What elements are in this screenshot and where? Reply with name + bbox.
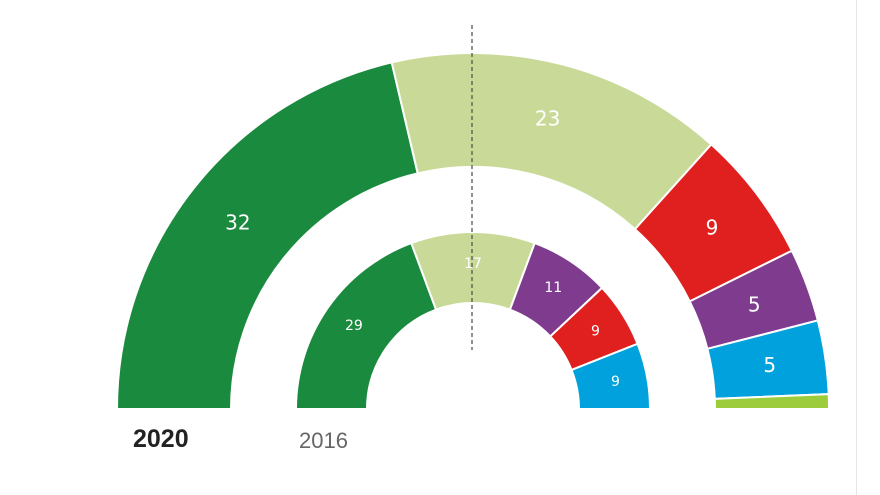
seat-label-2020-0: 32 [225, 211, 250, 235]
seat-segment-2016-0 [294, 241, 438, 410]
seat-label-2016-2: 11 [544, 280, 562, 296]
page-divider [856, 0, 857, 495]
seat-label-2020-4: 5 [763, 353, 776, 377]
seat-label-2016-1: 17 [464, 256, 482, 272]
seat-segment-2020-5 [713, 393, 831, 410]
year-label-2016: 2016 [299, 428, 348, 453]
year-label-2020: 2020 [133, 425, 189, 453]
seat-label-2020-3: 5 [748, 292, 761, 316]
seat-segment-2020-0 [115, 61, 419, 410]
seat-label-2016-4: 9 [611, 374, 620, 390]
seat-label-2020-1: 23 [535, 106, 560, 130]
seat-segment-2016-4 [570, 342, 652, 410]
ring-2020: 32 23 9 5 5 [115, 52, 831, 410]
seat-label-2020-2: 9 [706, 216, 719, 240]
ring-2016: 29 17 11 9 9 [294, 231, 652, 410]
seat-label-2016-3: 9 [591, 323, 600, 339]
seat-label-2016-0: 29 [345, 318, 363, 334]
